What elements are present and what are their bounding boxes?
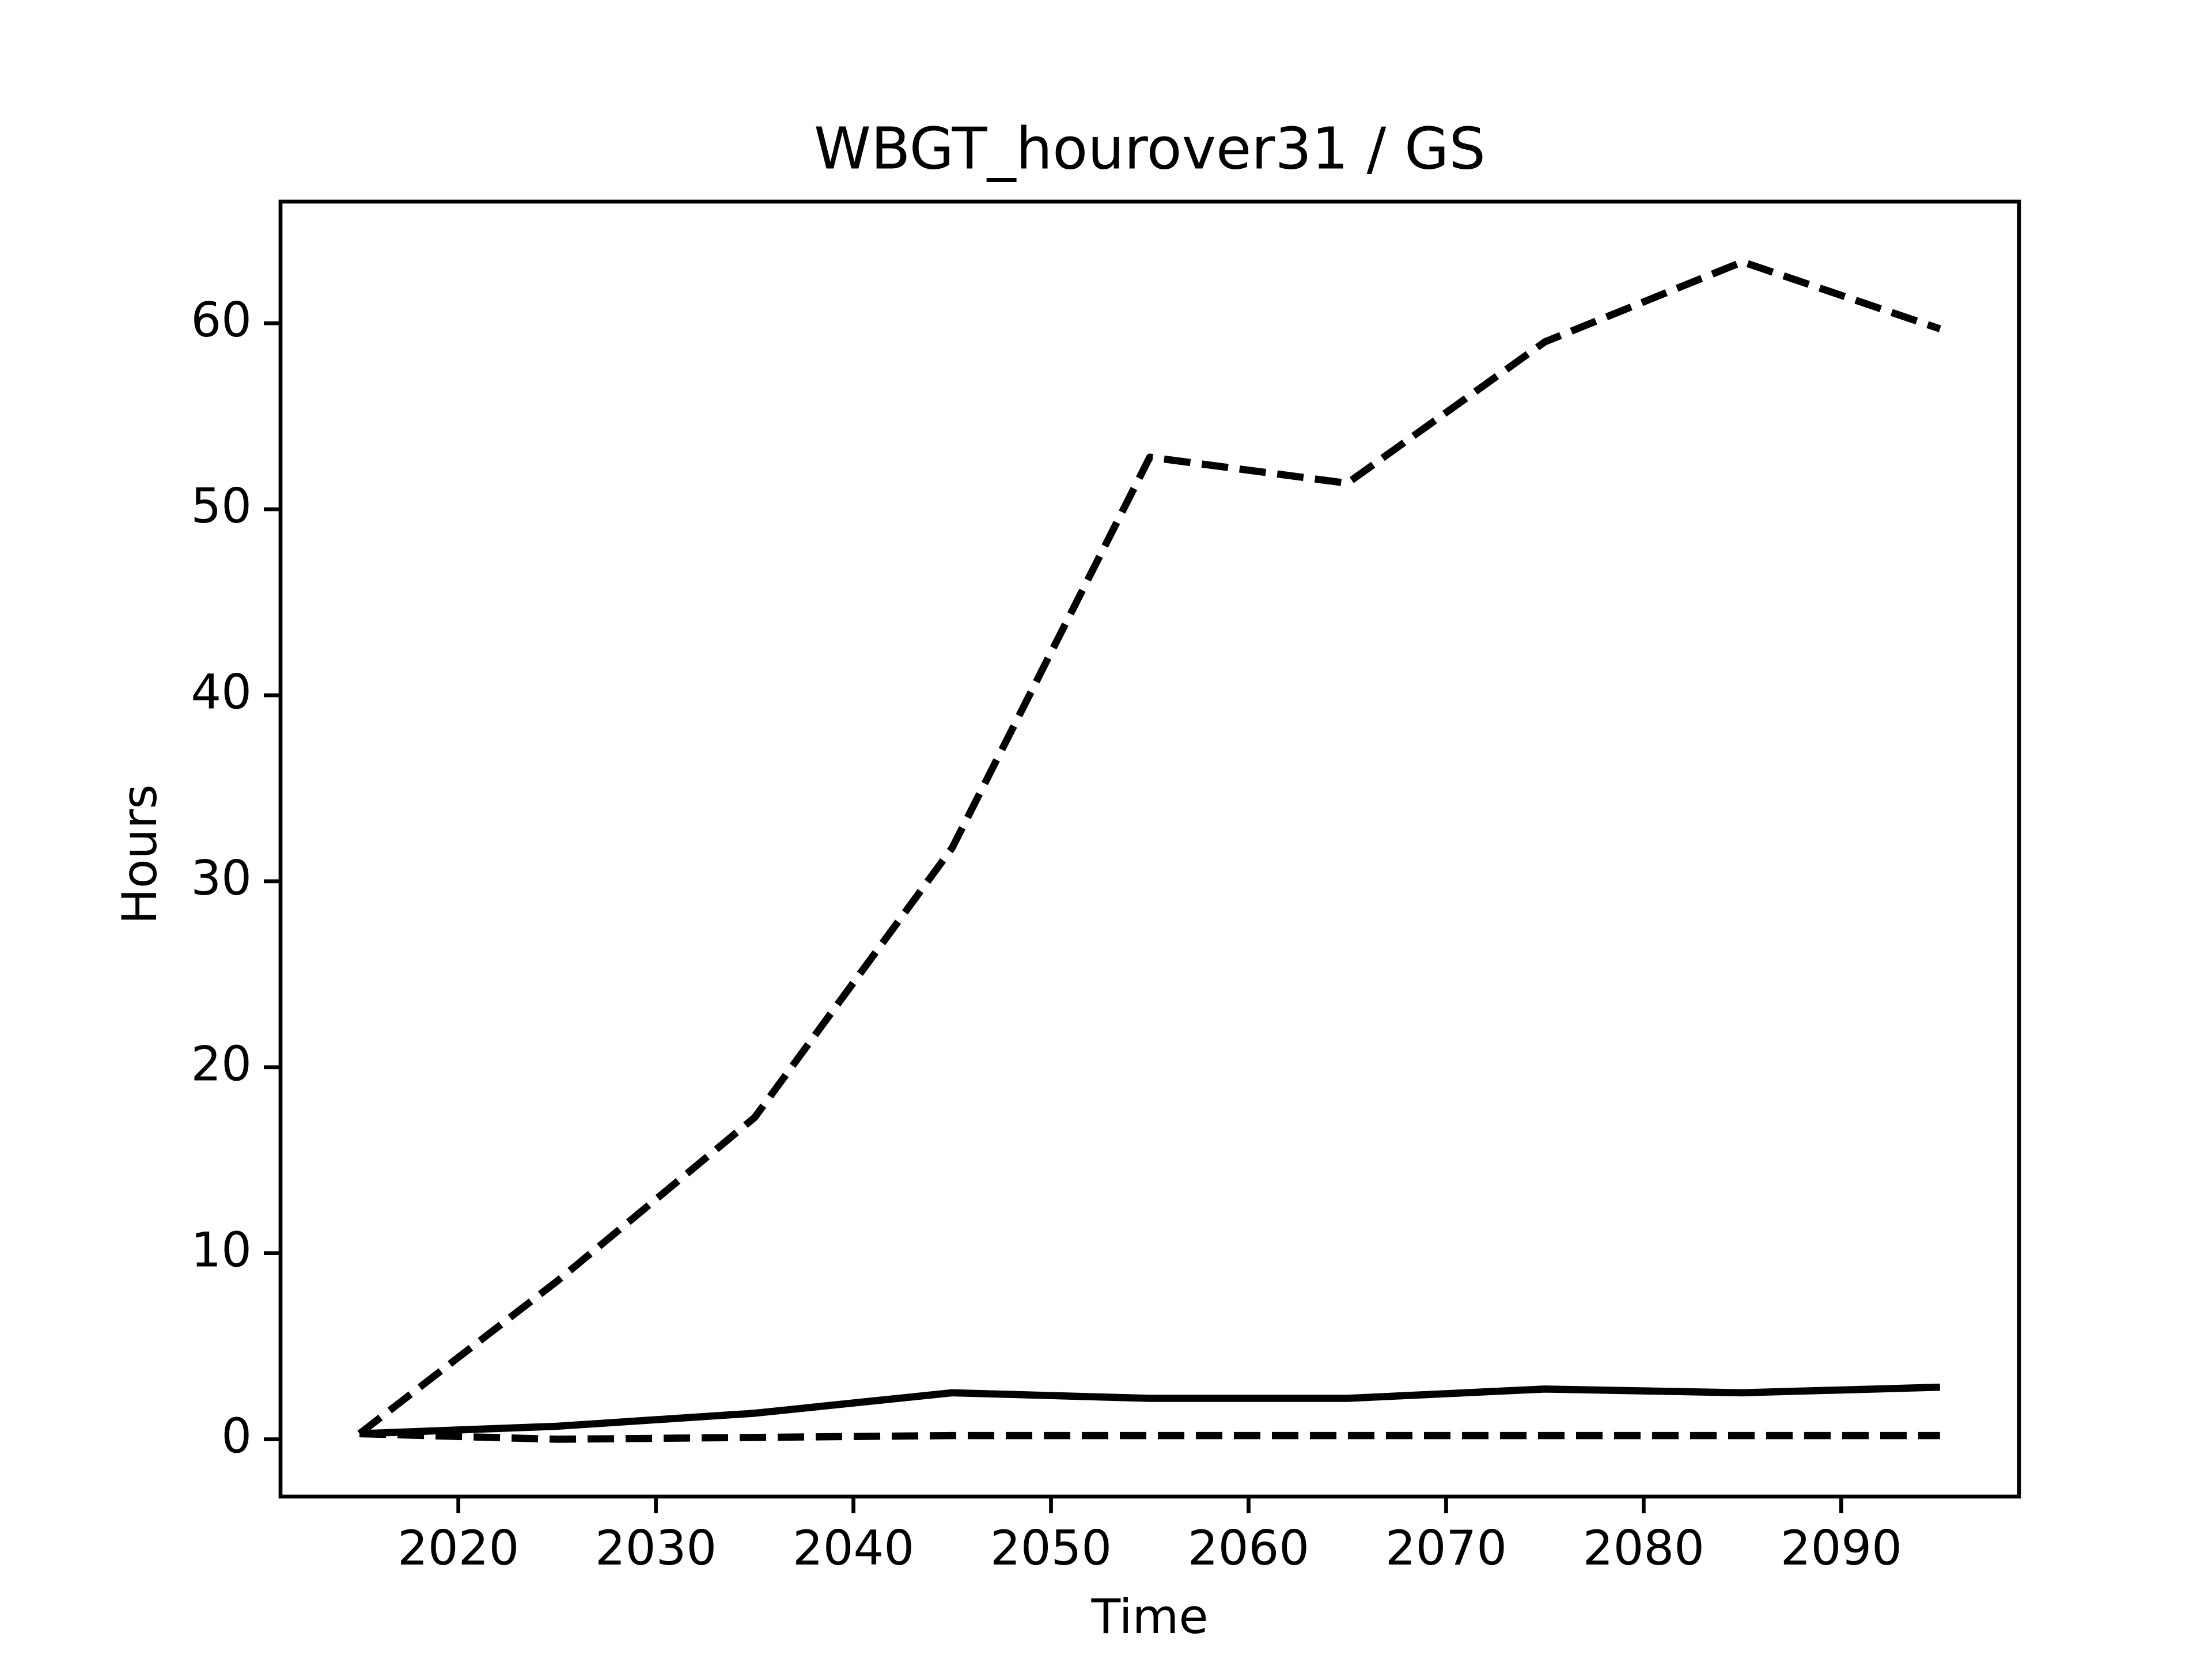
chart-title: WBGT_hourover31 / GS — [814, 115, 1486, 182]
x-tick-label: 2040 — [793, 1520, 914, 1576]
x-tick-label: 2060 — [1188, 1520, 1309, 1576]
y-axis-label: Hours — [112, 784, 168, 924]
plot-frame — [278, 199, 2021, 1499]
x-tick-label: 2020 — [397, 1520, 519, 1576]
x-tick-label: 2070 — [1385, 1520, 1507, 1576]
y-tick-label: 60 — [191, 292, 252, 348]
line-series — [359, 1383, 1940, 1438]
y-tick-label: 10 — [191, 1222, 252, 1278]
x-tick-label: 2080 — [1583, 1520, 1705, 1576]
y-tick-label: 30 — [191, 850, 252, 906]
y-tick-label: 50 — [191, 478, 252, 534]
y-tick-label: 0 — [221, 1408, 252, 1464]
x-tick-label: 2050 — [990, 1520, 1112, 1576]
line-series — [359, 1430, 1940, 1443]
y-tick-label: 40 — [191, 664, 252, 720]
line-series — [357, 258, 1941, 1437]
x-axis-label: Time — [1090, 1589, 1208, 1645]
x-tick-label: 2090 — [1781, 1520, 1902, 1576]
x-tick-label: 2030 — [595, 1520, 717, 1576]
y-tick-label: 20 — [191, 1036, 252, 1092]
